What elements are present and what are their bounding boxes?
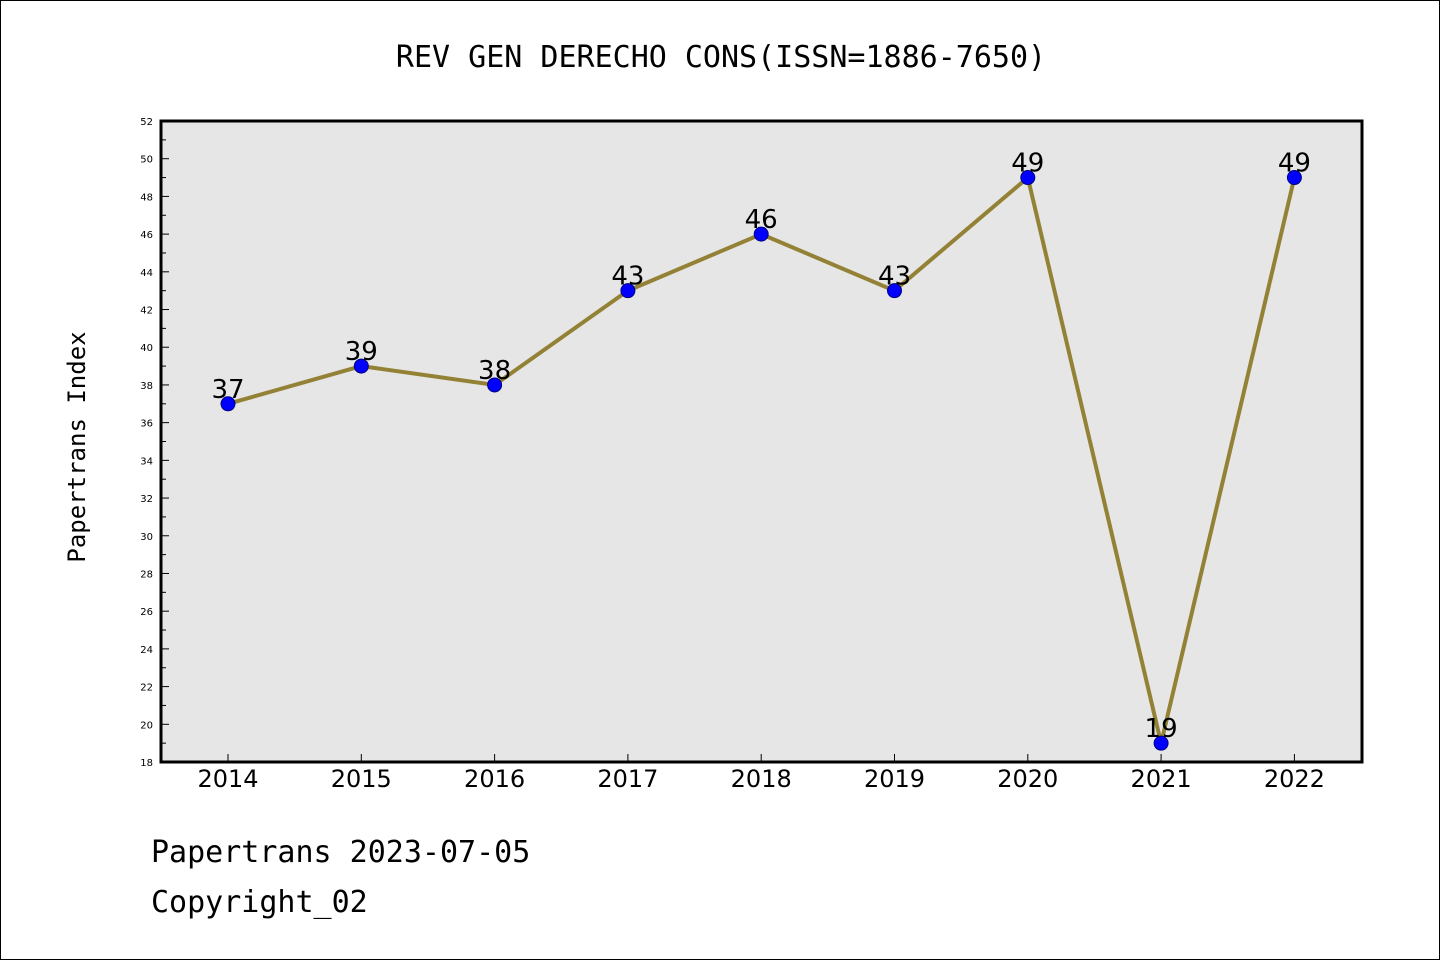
y-tick-label: 42 xyxy=(140,306,153,317)
data-point xyxy=(620,283,636,299)
data-label: 38 xyxy=(478,356,511,386)
y-tick-label: 44 xyxy=(140,268,153,279)
data-label: 37 xyxy=(211,375,244,405)
data-label: 39 xyxy=(345,337,378,367)
data-point xyxy=(220,396,236,412)
y-tick-label: 48 xyxy=(140,192,153,203)
chart-title: REV GEN DERECHO CONS(ISSN=1886-7650) xyxy=(396,40,1046,75)
y-tick-label: 36 xyxy=(140,419,153,430)
y-tick-label: 22 xyxy=(140,683,153,694)
data-point xyxy=(487,377,503,393)
y-tick-label: 28 xyxy=(140,569,153,580)
data-label: 46 xyxy=(745,205,778,235)
data-point xyxy=(1020,170,1036,186)
data-point xyxy=(887,283,902,299)
y-tick-label: 38 xyxy=(140,381,153,392)
x-tick-label: 2015 xyxy=(331,765,392,793)
y-axis: 18 20 22 24 26 28 30 32 34 36 38 40 42 44 46 48 50 52 xyxy=(140,117,169,769)
y-tick-label: 46 xyxy=(140,230,153,241)
x-tick-label: 2021 xyxy=(1131,765,1192,793)
y-tick-label: 32 xyxy=(140,494,153,505)
data-point xyxy=(353,358,369,374)
y-tick-label: 40 xyxy=(140,343,153,354)
data-point xyxy=(1153,735,1169,751)
x-tick-label: 2019 xyxy=(864,765,925,793)
footer-copyright-line: Copyright_02 xyxy=(151,885,368,920)
series-point-group xyxy=(220,170,1302,751)
y-axis-label: Papertrans Index xyxy=(63,331,91,562)
x-axis: 2014 2015 2016 2017 2018 2019 2020 2021 2022 xyxy=(197,754,1325,793)
y-tick-label: 18 xyxy=(140,758,153,769)
y-tick-label: 20 xyxy=(140,720,153,731)
data-label: 19 xyxy=(1145,714,1178,744)
x-tick-label: 2016 xyxy=(464,765,525,793)
y-tick-label: 30 xyxy=(140,532,153,543)
y-tick-label: 50 xyxy=(140,155,153,166)
y-tick-label: 52 xyxy=(140,117,153,128)
x-tick-label: 2018 xyxy=(731,765,792,793)
data-label: 43 xyxy=(878,262,911,292)
footer-date-line: Papertrans 2023-07-05 xyxy=(151,835,531,870)
x-tick-label: 2017 xyxy=(597,765,658,793)
data-point xyxy=(1286,170,1302,186)
x-tick-label: 2020 xyxy=(997,765,1058,793)
data-label: 49 xyxy=(1011,149,1044,179)
data-point xyxy=(753,226,769,242)
data-label: 49 xyxy=(1278,149,1311,179)
y-tick-label: 34 xyxy=(140,456,153,467)
data-label: 43 xyxy=(611,262,644,292)
x-tick-label: 2022 xyxy=(1264,765,1325,793)
x-tick-label: 2014 xyxy=(197,765,258,793)
data-label-group: 37 39 38 43 46 43 49 19 49 xyxy=(211,149,1310,745)
y-tick-label: 24 xyxy=(140,645,153,656)
y-tick-label: 26 xyxy=(140,607,153,618)
